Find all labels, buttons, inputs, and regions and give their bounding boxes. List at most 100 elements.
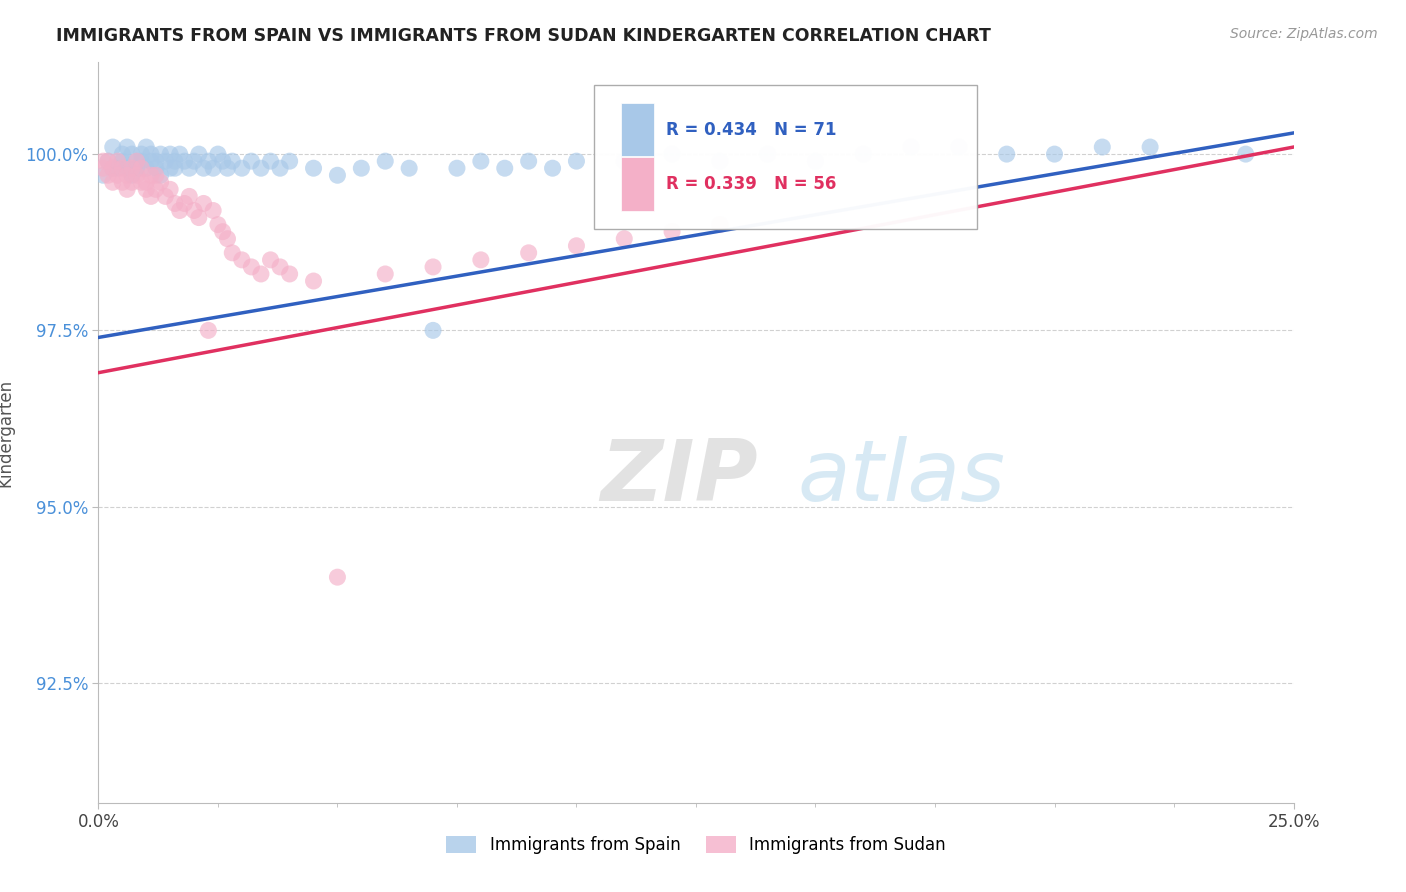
Point [145, 161, 167, 176]
Point [1234, 147, 1257, 161]
Point [169, 147, 191, 161]
Point [1091, 140, 1114, 154]
Point [187, 211, 209, 225]
Point [221, 154, 243, 169]
Point [111, 147, 134, 161]
Point [995, 147, 1018, 161]
Point [494, 161, 516, 176]
Text: R = 0.339   N = 56: R = 0.339 N = 56 [666, 175, 837, 193]
Point [163, 154, 186, 169]
Point [302, 161, 325, 176]
Point [135, 161, 157, 176]
Point [139, 168, 162, 182]
Point [804, 154, 827, 169]
Point [326, 570, 349, 584]
Point [398, 161, 420, 176]
Point [709, 154, 731, 169]
Point [121, 168, 143, 182]
Point [240, 154, 263, 169]
Point [115, 161, 138, 176]
Point [278, 154, 301, 169]
Point [107, 154, 129, 169]
Point [91, 168, 114, 182]
Point [197, 154, 219, 169]
Point [221, 245, 243, 260]
Point [125, 161, 148, 176]
Point [121, 147, 143, 161]
Point [159, 161, 181, 176]
Point [139, 154, 162, 169]
Point [115, 168, 138, 182]
Point [278, 267, 301, 281]
Point [145, 168, 167, 182]
Point [259, 154, 281, 169]
Point [97, 154, 120, 169]
Text: Source: ZipAtlas.com: Source: ZipAtlas.com [1230, 27, 1378, 41]
Point [125, 154, 148, 169]
Text: R = 0.434   N = 71: R = 0.434 N = 71 [666, 120, 837, 139]
Point [207, 218, 229, 232]
Text: IMMIGRANTS FROM SPAIN VS IMMIGRANTS FROM SUDAN KINDERGARTEN CORRELATION CHART: IMMIGRANTS FROM SPAIN VS IMMIGRANTS FROM… [56, 27, 991, 45]
Point [149, 168, 172, 182]
Point [131, 147, 153, 161]
Point [350, 161, 373, 176]
Point [565, 154, 588, 169]
Point [422, 260, 444, 274]
Point [1139, 140, 1161, 154]
Point [111, 175, 134, 189]
Point [111, 154, 134, 169]
Point [565, 239, 588, 253]
Point [121, 175, 143, 189]
Point [250, 161, 273, 176]
Point [517, 154, 540, 169]
Point [179, 189, 201, 203]
Text: ZIP: ZIP [600, 435, 758, 518]
Point [131, 161, 153, 176]
Point [207, 147, 229, 161]
Point [135, 140, 157, 154]
Point [613, 154, 636, 169]
Point [155, 189, 177, 203]
Point [91, 161, 114, 176]
Point [115, 182, 138, 196]
Point [661, 225, 683, 239]
Point [91, 154, 114, 169]
Point [183, 203, 205, 218]
Point [231, 252, 253, 267]
Point [250, 267, 273, 281]
Point [125, 154, 148, 169]
Point [187, 147, 209, 161]
Point [135, 182, 157, 196]
Point [107, 168, 129, 182]
Point [240, 260, 263, 274]
Point [470, 252, 492, 267]
Point [661, 147, 683, 161]
Point [517, 245, 540, 260]
Point [163, 196, 186, 211]
Point [149, 147, 172, 161]
Point [139, 189, 162, 203]
Point [422, 323, 444, 337]
Point [159, 147, 181, 161]
Point [97, 154, 120, 169]
Point [131, 175, 153, 189]
Point [326, 168, 349, 182]
Point [115, 140, 138, 154]
Point [169, 203, 191, 218]
Point [231, 161, 253, 176]
Point [145, 182, 167, 196]
Point [183, 154, 205, 169]
Point [159, 182, 181, 196]
Point [107, 161, 129, 176]
Point [470, 154, 492, 169]
Point [217, 232, 239, 246]
Point [193, 196, 215, 211]
Point [756, 147, 779, 161]
Point [111, 161, 134, 176]
Point [217, 161, 239, 176]
Bar [620, 103, 654, 156]
Point [374, 267, 396, 281]
Legend: Immigrants from Spain, Immigrants from Sudan: Immigrants from Spain, Immigrants from S… [440, 830, 952, 861]
Point [163, 161, 186, 176]
Point [179, 161, 201, 176]
